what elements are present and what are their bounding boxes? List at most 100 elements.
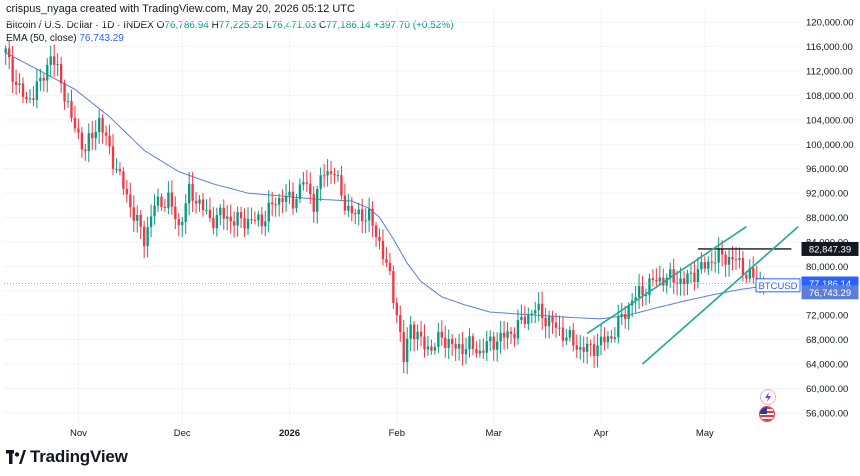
candle-body — [468, 336, 471, 350]
candle-body — [122, 171, 125, 189]
candle-body — [291, 191, 295, 209]
candle-body — [39, 77, 42, 82]
low-label: L — [266, 20, 272, 31]
candle-body — [226, 216, 229, 219]
candle-body — [87, 133, 90, 152]
candle-body — [288, 191, 291, 196]
candle-body — [250, 219, 253, 221]
candle-body — [457, 344, 461, 349]
candle-body — [160, 196, 163, 207]
candle-body — [295, 199, 298, 209]
candle-body — [489, 336, 492, 342]
candle-body — [340, 175, 343, 196]
x-tick-label: Feb — [389, 428, 405, 439]
symbol-name[interactable]: Bitcoin / U.S. Dollar · 1D · INDEX — [6, 20, 154, 31]
candle-body — [675, 282, 679, 284]
candle-body — [606, 336, 610, 343]
x-tick-label: Nov — [70, 428, 87, 439]
us-flag-icon[interactable] — [759, 406, 775, 422]
candle-body — [222, 207, 225, 219]
price-axis: 120,000.00 116,000.00 112,000.00 108,000.00… — [806, 18, 854, 420]
y-tick-label: 64,000.00 — [806, 359, 848, 370]
ema-legend[interactable]: EMA (50, close) 76,743.29 — [6, 32, 124, 45]
candle-body — [707, 261, 710, 269]
symbol-tag-bg — [755, 278, 801, 293]
x-tick-label: May — [696, 428, 714, 439]
candle-body — [523, 316, 527, 325]
y-tick-label: 88,000.00 — [806, 213, 848, 224]
candle-body — [617, 316, 620, 338]
candle-body — [243, 218, 246, 229]
candle-body — [381, 240, 385, 260]
ema-price-tag-bg — [801, 285, 859, 300]
candle-body — [752, 268, 755, 278]
candle-body — [471, 336, 475, 349]
candle-body — [568, 330, 572, 338]
candle-body — [451, 338, 454, 345]
tradingview-logo[interactable]: TradingView — [6, 447, 128, 467]
candle-body — [620, 314, 623, 317]
candle-body — [84, 149, 87, 152]
candle-body — [309, 183, 312, 195]
candle-body — [329, 171, 333, 174]
candle-body — [537, 303, 540, 311]
candle-body — [527, 314, 530, 325]
candle-body — [35, 81, 39, 100]
candle-body — [651, 278, 655, 281]
candle-body — [475, 348, 478, 354]
candle-body — [208, 209, 212, 219]
candle-body — [91, 133, 94, 139]
candle-body — [558, 327, 561, 329]
candle-body — [253, 219, 257, 221]
candle-body — [585, 343, 589, 352]
candle-body — [551, 316, 554, 323]
candle-body — [696, 269, 700, 283]
candle-body — [603, 336, 606, 343]
candle-body — [215, 215, 219, 229]
ema-price-tag-text: 76,743.29 — [809, 288, 851, 299]
candle-body — [260, 214, 264, 227]
candle-body — [367, 208, 371, 221]
candle-body — [374, 225, 378, 237]
candle-body — [201, 199, 205, 211]
candle-body — [333, 173, 336, 176]
y-tick-label: 80,000.00 — [806, 262, 848, 273]
candle-body — [177, 219, 180, 226]
candle-body — [21, 83, 25, 97]
candle-body — [741, 258, 745, 276]
candle-body — [142, 226, 146, 247]
candle-body — [710, 261, 713, 263]
y-tick-label: 68,000.00 — [806, 335, 848, 346]
candle-body — [336, 175, 340, 177]
candle-body — [219, 207, 222, 216]
candle-body — [104, 132, 108, 136]
candle-body — [589, 343, 592, 345]
candle-body — [246, 219, 250, 229]
close-value: 77,186.14 — [326, 20, 371, 31]
candle-body — [350, 205, 353, 214]
candle-body — [582, 347, 585, 352]
candle-body — [167, 192, 170, 208]
candle-body — [298, 184, 302, 200]
ohlc-legend: Bitcoin / U.S. Dollar · 1D · INDEX O76,7… — [6, 19, 454, 32]
x-tick-label: Apr — [594, 428, 609, 439]
candle-body — [312, 194, 315, 212]
candle-body — [73, 117, 77, 129]
flash-icon[interactable] — [760, 389, 776, 405]
candle-body — [53, 56, 56, 65]
candle-body — [156, 196, 160, 206]
candle-body — [364, 220, 367, 222]
candle-body — [579, 347, 582, 350]
candle-body — [447, 338, 450, 348]
candle-body — [305, 182, 309, 184]
candle-body — [18, 83, 21, 86]
candle-body — [184, 203, 187, 222]
y-tick-label: 120,000.00 — [806, 18, 854, 29]
open-value: 76,786.94 — [164, 20, 209, 31]
candle-body — [236, 212, 239, 226]
candle-body — [181, 221, 184, 226]
candle-body — [544, 317, 547, 327]
y-tick-label: 72,000.00 — [806, 311, 848, 322]
close-label: C — [319, 20, 327, 31]
